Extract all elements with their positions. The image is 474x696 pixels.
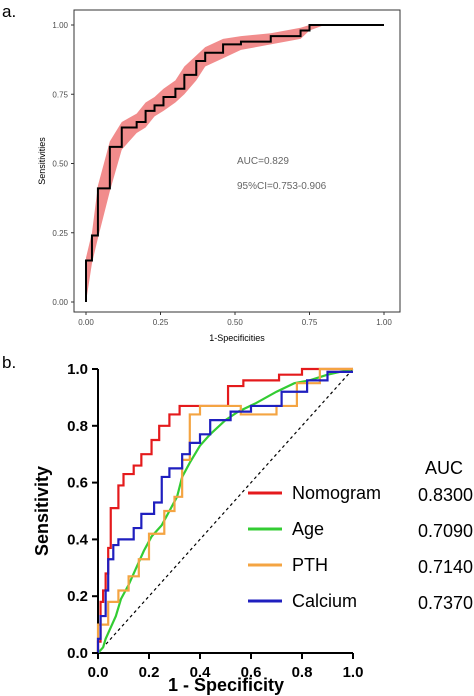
- panel-a-y-tick-label: 0.75: [52, 90, 68, 99]
- panel-a-plot-frame: [73, 9, 401, 313]
- panel-b-y-tick-label: 0.0: [67, 645, 88, 662]
- panel-b-x-tick-label: 0.4: [190, 664, 212, 681]
- legend-label-age: Age: [292, 519, 324, 539]
- panel-a-roc-layer: [85, 24, 384, 302]
- panel-a-ci-band-layer: [86, 25, 384, 302]
- legend-label-nomogram: Nomogram: [292, 483, 381, 503]
- panel-a-auc-annotation: AUC=0.829: [237, 156, 289, 167]
- roc-line-age: [97, 367, 354, 654]
- legend-auc-header: AUC: [425, 458, 463, 478]
- panel-b-roc-layer: [96, 367, 354, 654]
- panel-a-y-tick-label: 0.50: [52, 160, 68, 169]
- panel-b-reference-diagonal: [97, 368, 354, 654]
- panel-a-ci-annotation: 95%CI=0.753-0.906: [237, 181, 327, 192]
- panel-a-x-tick-label: 0.25: [153, 318, 169, 327]
- panel-a-label: a.: [2, 2, 16, 21]
- panel-a-ci-band: [86, 25, 384, 302]
- panel-b-y-tick-label: 0.8: [67, 418, 88, 435]
- panel-b-x-tick-label: 0.0: [88, 664, 109, 681]
- panel-b-label: b.: [2, 353, 16, 372]
- panel-b-y-axis-label: Sensitivity: [32, 466, 52, 556]
- panel-b-y-tick-label: 0.2: [67, 588, 88, 605]
- panel-b: b. 0.0 0.2 0.4 0.6 0.8 1.0 0.0 0.2 0.4 0.6 0.8 1.0…: [2, 353, 473, 695]
- legend-auc-nomogram: 0.8300: [418, 485, 473, 505]
- panel-a-y-tick-label: 0.25: [52, 229, 68, 238]
- legend-auc-age: 0.7090: [418, 521, 473, 541]
- panel-b-y-tick-label: 0.6: [67, 475, 88, 492]
- panel-b-x-tick-label: 0.2: [139, 664, 160, 681]
- panel-b-y-tick-label: 0.4: [67, 531, 89, 548]
- panel-a-x-tick-label: 0.75: [302, 318, 318, 327]
- panel-a-y-tick-label: 0.00: [52, 298, 68, 307]
- legend-label-pth: PTH: [292, 555, 328, 575]
- panel-a-x-tick-label: 0.00: [78, 318, 94, 327]
- panel-b-x-tick-label: 1.0: [343, 664, 364, 681]
- panel-b-y-ticks: 0.0 0.2 0.4 0.6 0.8 1.0: [67, 361, 98, 662]
- legend-auc-pth: 0.7140: [418, 557, 473, 577]
- panel-a-y-tick-label: 1.00: [52, 21, 68, 30]
- panel-a-x-ticks: 0.00 0.25 0.50 0.75 1.00: [78, 312, 392, 327]
- panel-b-legend: AUC Nomogram 0.8300 Age 0.7090 PTH 0.7140 Calc…: [248, 458, 473, 613]
- panel-a-roc-curve: [85, 24, 384, 302]
- panel-a-x-axis-label: 1-Specificities: [209, 333, 265, 343]
- panel-b-x-tick-label: 0.6: [241, 664, 262, 681]
- panel-b-y-tick-label: 1.0: [67, 361, 88, 378]
- panel-a: a. 0.00 0.25 0.50 0.75 1.00 0.00 0.25 0.50 0.75…: [2, 2, 401, 343]
- roc-line-calcium: [96, 370, 353, 653]
- panel-a-x-tick-label: 0.50: [227, 318, 243, 327]
- panel-a-x-tick-label: 1.00: [376, 318, 392, 327]
- panel-b-x-axis-label: 1 - Specificity: [168, 675, 284, 695]
- panel-a-y-ticks: 0.00 0.25 0.50 0.75 1.00: [52, 21, 74, 307]
- legend-label-calcium: Calcium: [292, 591, 357, 611]
- panel-b-x-tick-label: 0.8: [292, 664, 313, 681]
- panel-b-x-ticks: 0.0 0.2 0.4 0.6 0.8 1.0: [88, 653, 364, 681]
- legend-auc-calcium: 0.7370: [418, 593, 473, 613]
- panel-a-y-axis-label: Sensitivities: [37, 137, 47, 185]
